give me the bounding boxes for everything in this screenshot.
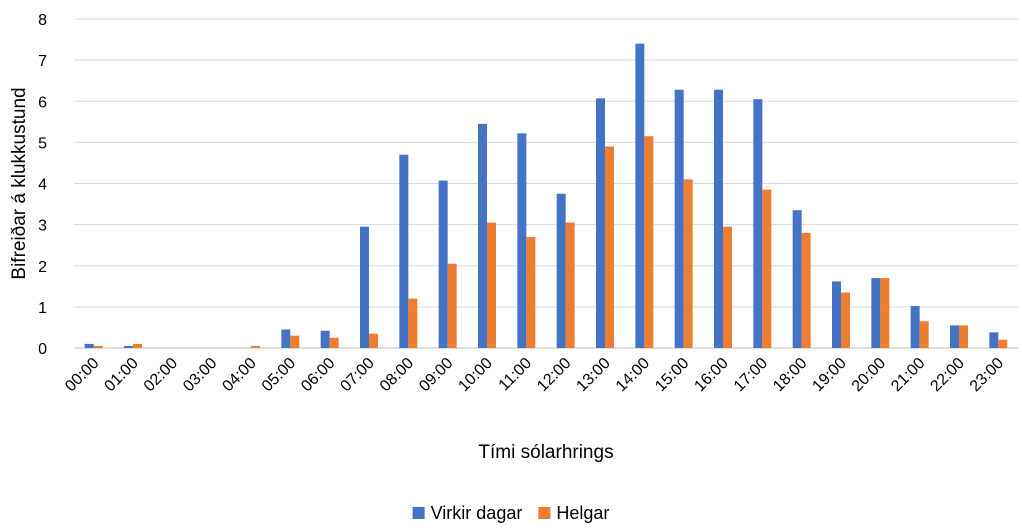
bar-helgar [841, 292, 850, 348]
legend-label: Virkir dagar [431, 503, 523, 523]
x-tick-labels: 00:0001:0002:0003:0004:0005:0006:0007:00… [62, 355, 1007, 395]
bar-virkir-dagar [871, 278, 881, 348]
y-tick-label: 4 [38, 177, 47, 194]
bar-helgar [133, 343, 142, 348]
bar-helgar [998, 339, 1008, 348]
x-tick-label: 05:00 [259, 355, 299, 395]
bar-helgar [447, 263, 457, 348]
bar-helgar [644, 136, 654, 348]
bar-helgar [408, 298, 418, 348]
bar-helgar [683, 179, 693, 348]
bar-virkir-dagar [399, 154, 409, 348]
bar-helgar [959, 325, 968, 348]
x-tick-label: 19:00 [809, 355, 849, 395]
x-tick-label: 20:00 [849, 355, 889, 395]
bar-virkir-dagar [478, 123, 487, 349]
bar-virkir-dagar [753, 99, 763, 348]
bar-virkir-dagar [910, 306, 920, 348]
y-tick-label: 6 [38, 94, 47, 111]
bar-helgar [251, 345, 260, 348]
y-axis-title: Bifreiðar á klukkustund [9, 87, 30, 279]
bar-helgar [801, 232, 811, 348]
bar-virkir-dagar [832, 281, 841, 348]
bar-helgar [723, 226, 732, 348]
bar-virkir-dagar [320, 330, 330, 348]
bar-virkir-dagar [635, 43, 645, 349]
bar-virkir-dagar [517, 133, 527, 348]
bar-virkir-dagar [124, 345, 133, 348]
bar-virkir-dagar [714, 89, 723, 349]
y-tick-label: 0 [38, 341, 47, 358]
bar-virkir-dagar [84, 343, 94, 348]
bar-helgar [93, 345, 103, 348]
y-tick-labels: 0 1 2 3 4 5 6 7 8 [38, 12, 47, 358]
x-tick-label: 09:00 [416, 355, 456, 395]
x-tick-label: 12:00 [534, 355, 574, 395]
x-tick-label: 16:00 [691, 355, 731, 395]
bar-helgar [487, 222, 496, 348]
x-tick-label: 02:00 [141, 355, 181, 395]
y-tick-label: 5 [38, 135, 47, 152]
y-tick-label: 7 [38, 53, 47, 70]
y-tick-label: 2 [38, 259, 47, 276]
bar-helgar [762, 189, 772, 348]
bar-virkir-dagar [360, 226, 369, 348]
x-tick-label: 14:00 [613, 355, 653, 395]
x-tick-label: 06:00 [298, 355, 338, 395]
x-tick-label: 17:00 [731, 355, 771, 395]
legend-swatch [538, 507, 551, 519]
bar-virkir-dagar [438, 180, 448, 348]
x-tick-label: 23:00 [967, 355, 1007, 395]
x-tick-label: 13:00 [573, 355, 613, 395]
bar-virkir-dagar [950, 325, 959, 348]
x-tick-label: 18:00 [770, 355, 810, 395]
x-axis-title: Tími sólarhrings [478, 442, 613, 463]
bar-virkir-dagar [674, 89, 684, 349]
legend-item-helgar: Helgar [538, 503, 609, 523]
x-tick-label: 15:00 [652, 355, 692, 395]
bar-helgar [526, 236, 536, 348]
bar-helgar [369, 333, 378, 348]
bar-virkir-dagar [596, 98, 605, 348]
gridlines [74, 18, 1018, 349]
x-tick-label: 03:00 [180, 355, 220, 395]
bar-helgar [605, 146, 614, 348]
x-tick-label: 10:00 [455, 355, 495, 395]
y-tick-label: 1 [38, 300, 47, 317]
bars [84, 43, 1008, 349]
bar-helgar [329, 337, 339, 348]
x-tick-label: 01:00 [101, 355, 141, 395]
x-tick-label: 21:00 [888, 355, 928, 395]
x-tick-label: 00:00 [62, 355, 102, 395]
legend-swatch [412, 507, 425, 519]
x-tick-label: 22:00 [927, 355, 967, 395]
legend-label: Helgar [556, 503, 609, 523]
legend-item-virkir-dagar: Virkir dagar [412, 503, 523, 523]
bar-virkir-dagar [556, 193, 566, 348]
y-tick-label: 3 [38, 218, 47, 235]
bar-helgar [880, 278, 890, 348]
legend: Virkir dagar Helgar [412, 503, 609, 523]
bar-helgar [919, 321, 929, 348]
bar-helgar [290, 335, 300, 348]
x-tick-label: 11:00 [496, 355, 536, 395]
x-tick-label: 07:00 [337, 355, 377, 395]
bar-virkir-dagar [281, 329, 291, 348]
y-tick-label: 8 [38, 12, 47, 29]
x-tick-label: 04:00 [219, 355, 259, 395]
x-tick-label: 08:00 [377, 355, 417, 395]
bar-virkir-dagar [792, 210, 802, 348]
bar-helgar [565, 222, 575, 348]
bar-virkir-dagar [989, 332, 999, 348]
